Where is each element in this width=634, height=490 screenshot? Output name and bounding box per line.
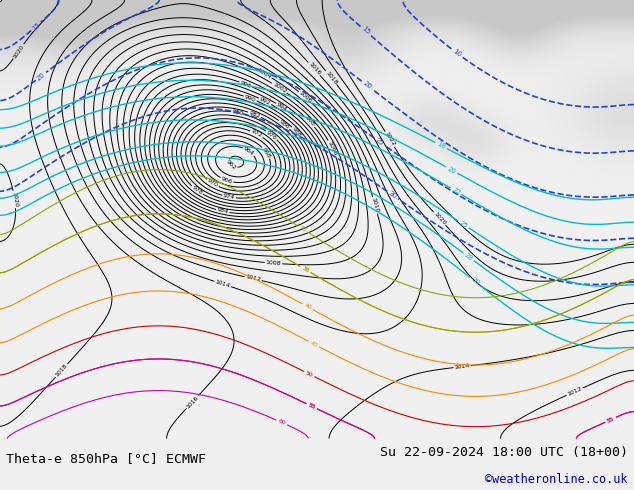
Text: 986: 986 <box>278 119 290 130</box>
Text: 992: 992 <box>259 96 271 106</box>
Text: 996: 996 <box>240 80 252 89</box>
Text: 15: 15 <box>30 21 41 31</box>
Text: 45: 45 <box>309 340 318 348</box>
Text: 972: 972 <box>250 129 263 139</box>
Text: 1014: 1014 <box>454 363 470 370</box>
Text: Su 22-09-2024 18:00 UTC (18+00): Su 22-09-2024 18:00 UTC (18+00) <box>380 446 628 460</box>
Text: 962: 962 <box>225 159 237 171</box>
Text: 28: 28 <box>463 252 474 262</box>
Text: 35: 35 <box>301 265 310 273</box>
Text: 30: 30 <box>470 276 481 287</box>
Text: 55: 55 <box>307 402 316 410</box>
Text: 20: 20 <box>446 165 457 175</box>
Text: 1000: 1000 <box>327 140 338 156</box>
Text: 50: 50 <box>304 370 314 378</box>
Text: Theta-e 850hPa [°C] ECMWF: Theta-e 850hPa [°C] ECMWF <box>6 452 206 465</box>
Text: 1002: 1002 <box>271 82 287 95</box>
Text: 1022: 1022 <box>384 131 396 147</box>
Text: 55: 55 <box>606 416 615 424</box>
Text: 990: 990 <box>243 94 257 103</box>
Text: 20: 20 <box>36 71 46 81</box>
Text: 1014: 1014 <box>214 279 231 289</box>
Text: 22: 22 <box>451 187 461 196</box>
Text: 1020: 1020 <box>432 211 446 226</box>
Text: 18: 18 <box>436 141 446 150</box>
Text: 1004: 1004 <box>256 67 272 79</box>
Text: 964: 964 <box>243 146 255 156</box>
Text: 1020: 1020 <box>11 192 18 208</box>
Text: 1016: 1016 <box>185 394 200 409</box>
Text: ©weatheronline.co.uk: ©weatheronline.co.uk <box>485 473 628 486</box>
Text: 1012: 1012 <box>567 386 583 397</box>
Text: 25: 25 <box>374 137 385 147</box>
Text: 60: 60 <box>277 418 287 426</box>
Text: 1006: 1006 <box>298 90 313 104</box>
Text: 1010: 1010 <box>370 197 380 214</box>
Text: 984: 984 <box>216 207 229 215</box>
Text: 980: 980 <box>231 109 243 117</box>
Text: 1018: 1018 <box>55 363 68 378</box>
Text: 966: 966 <box>221 176 233 185</box>
Text: 15: 15 <box>360 25 371 36</box>
Text: 974: 974 <box>223 194 235 200</box>
Text: 1020: 1020 <box>12 44 25 59</box>
Text: 1012: 1012 <box>245 274 261 283</box>
Text: 40: 40 <box>303 303 312 311</box>
Text: 30: 30 <box>298 224 307 233</box>
Text: 30: 30 <box>387 190 398 200</box>
Text: 20: 20 <box>361 80 372 90</box>
Text: 1008: 1008 <box>266 260 281 266</box>
Text: 55: 55 <box>307 402 316 410</box>
Text: 55: 55 <box>606 416 615 424</box>
Text: 988: 988 <box>291 126 302 138</box>
Text: 982: 982 <box>248 110 261 119</box>
Text: 35: 35 <box>301 265 310 273</box>
Text: 25: 25 <box>458 220 469 229</box>
Text: 998: 998 <box>304 116 316 128</box>
Text: 978: 978 <box>191 185 204 196</box>
Text: 970: 970 <box>206 178 219 189</box>
Text: 1016: 1016 <box>307 62 321 76</box>
Text: 968: 968 <box>261 147 272 159</box>
Text: 976: 976 <box>265 129 278 141</box>
Text: 1018: 1018 <box>325 70 338 85</box>
Text: 10: 10 <box>451 48 462 58</box>
Text: 994: 994 <box>275 101 288 113</box>
